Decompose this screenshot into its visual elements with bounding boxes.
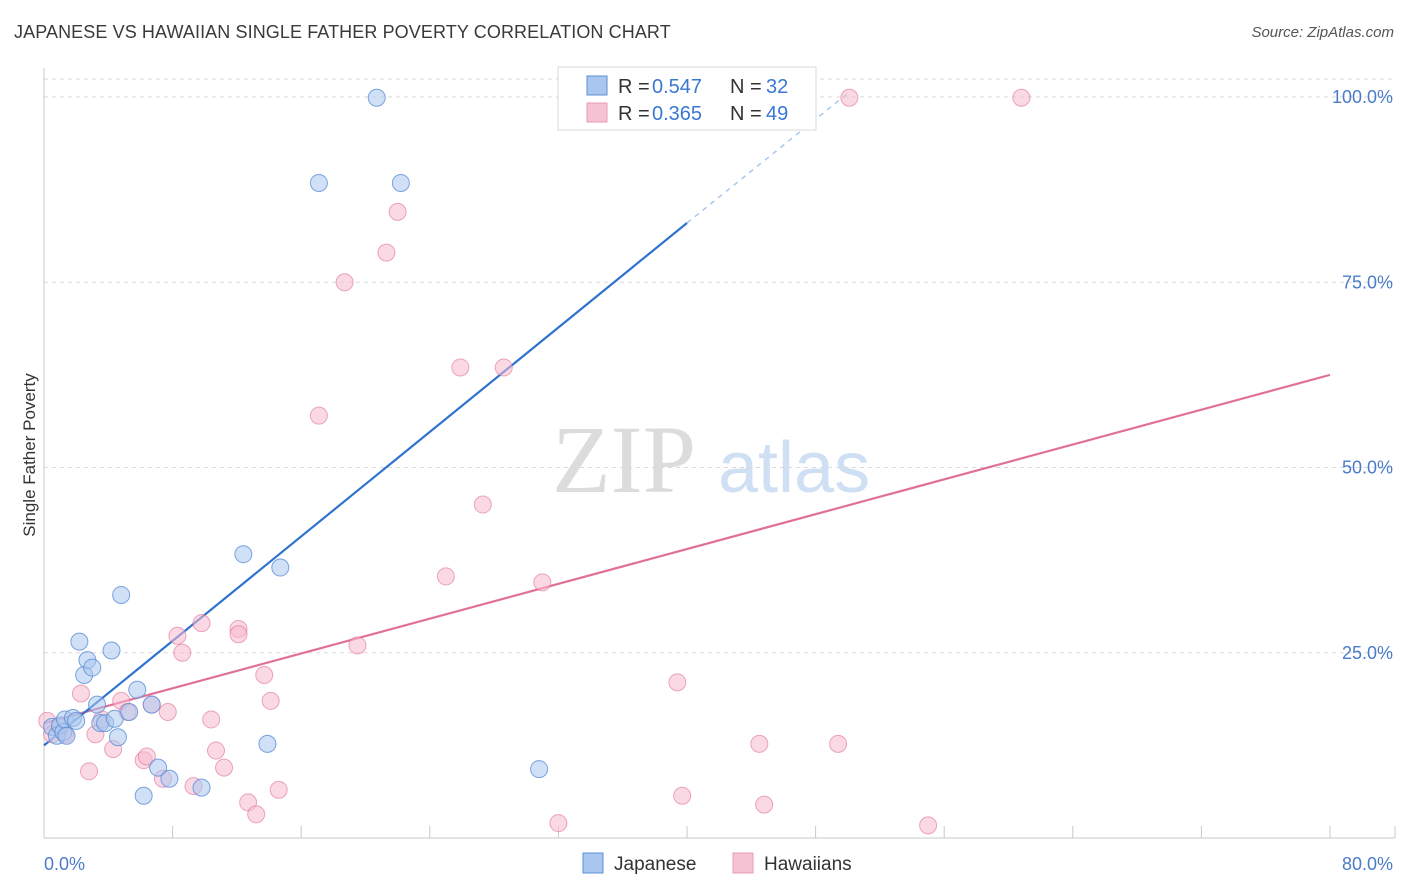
hawaiians-trend-line <box>43 373 1331 725</box>
data-points <box>38 88 1031 835</box>
y-axis-label: Single Father Poverty <box>20 373 39 537</box>
japanese-point <box>309 173 328 192</box>
hawaiians-point <box>750 734 769 753</box>
hawaiians-point <box>840 88 859 107</box>
bottom-legend-label-hawaiians: Hawaiians <box>764 854 852 875</box>
legend-swatch-japanese <box>586 75 608 96</box>
japanese-point <box>234 545 253 564</box>
japanese-point <box>70 632 89 651</box>
hawaiians-point <box>229 625 248 644</box>
bottom-legend-swatch-hawaiians <box>732 852 754 874</box>
hawaiians-point <box>473 495 492 514</box>
japanese-point <box>102 641 121 660</box>
y-tick-label: 50.0% <box>1342 458 1393 478</box>
hawaiians-point <box>348 636 367 655</box>
tick-labels: 25.0% 50.0% 75.0% 100.0% 0.0% 80.0% <box>44 87 1393 874</box>
hawaiians-point <box>215 758 234 777</box>
legend-n-label-japanese: N = <box>730 76 762 98</box>
hawaiians-point <box>673 786 692 805</box>
hawaiians-point <box>192 614 211 633</box>
japanese-point <box>108 728 127 747</box>
chart-title: JAPANESE VS HAWAIIAN SINGLE FATHER POVER… <box>14 22 671 42</box>
japanese-point <box>67 711 86 730</box>
japanese-point <box>530 760 549 779</box>
x-tick-label: 0.0% <box>44 854 85 874</box>
hawaiians-point <box>269 780 288 799</box>
hawaiians-point <box>1012 88 1031 107</box>
hawaiians-point <box>247 805 266 824</box>
japanese-point <box>57 726 76 745</box>
bottom-legend: Japanese Hawaiians <box>582 852 852 875</box>
y-tick-label: 75.0% <box>1342 272 1393 292</box>
hawaiians-point <box>436 567 455 586</box>
watermark-zip: ZIP <box>552 406 696 513</box>
legend-r-label-japanese: R = <box>618 76 650 98</box>
hawaiians-point <box>207 741 226 760</box>
legend-r-value-hawaiians: 0.365 <box>652 103 702 125</box>
hawaiians-point <box>173 643 192 662</box>
japanese-point <box>367 88 386 107</box>
trend-lines <box>43 92 1331 747</box>
x-tick-label: 80.0% <box>1342 854 1393 874</box>
legend-n-value-japanese: 32 <box>766 76 788 98</box>
japanese-trend-extension <box>686 92 849 224</box>
japanese-trend-line <box>43 222 688 747</box>
japanese-point <box>112 585 131 604</box>
hawaiians-point <box>755 795 774 814</box>
japanese-point <box>88 695 107 714</box>
legend-n-value-hawaiians: 49 <box>766 103 788 125</box>
legend-r-value-japanese: 0.547 <box>652 76 702 98</box>
japanese-point <box>83 658 102 677</box>
japanese-point <box>128 680 147 699</box>
y-tick-label: 25.0% <box>1342 643 1393 663</box>
hawaiians-point <box>255 665 274 684</box>
hawaiians-point <box>829 734 848 753</box>
hawaiians-point <box>494 358 513 377</box>
hawaiians-point <box>71 684 90 703</box>
hawaiians-point <box>168 626 187 645</box>
legend-swatch-hawaiians <box>586 102 608 123</box>
japanese-point <box>192 778 211 797</box>
japanese-point <box>120 703 139 722</box>
hawaiians-point <box>451 358 470 377</box>
japanese-point <box>149 758 168 777</box>
japanese-point <box>142 695 161 714</box>
japanese-point <box>391 173 410 192</box>
hawaiians-point <box>335 273 354 292</box>
bottom-legend-swatch-japanese <box>582 852 604 874</box>
hawaiians-point <box>919 816 938 835</box>
legend-r-label-hawaiians: R = <box>618 103 650 125</box>
hawaiians-point <box>309 406 328 425</box>
hawaiians-point <box>137 747 156 766</box>
hawaiians-point <box>668 673 687 692</box>
hawaiians-point <box>388 202 407 221</box>
axes <box>43 68 1396 839</box>
japanese-point <box>134 786 153 805</box>
y-tick-label: 100.0% <box>1332 87 1393 107</box>
hawaiians-point <box>158 703 177 722</box>
hawaiians-point <box>377 243 396 262</box>
hawaiians-point <box>533 573 552 592</box>
japanese-point <box>258 734 277 753</box>
hawaiians-point <box>80 762 99 781</box>
source-label: Source: ZipAtlas.com <box>1251 24 1394 41</box>
hawaiians-point <box>549 814 568 833</box>
hawaiians-point <box>261 691 280 710</box>
bottom-legend-label-japanese: Japanese <box>614 854 696 875</box>
japanese-point <box>271 558 290 577</box>
gridlines <box>44 78 1395 654</box>
japanese-point <box>160 769 179 788</box>
legend: R = 0.547 N = 32 R = 0.365 N = 49 <box>557 66 817 131</box>
legend-n-label-hawaiians: N = <box>730 103 762 125</box>
hawaiians-point <box>202 710 221 729</box>
